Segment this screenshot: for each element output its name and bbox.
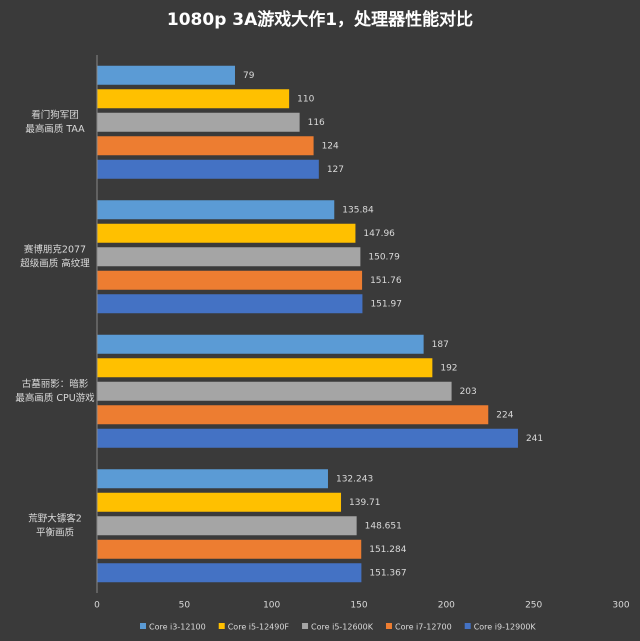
bar (97, 223, 356, 243)
value-label: 203 (460, 387, 477, 397)
x-tick-label: 200 (438, 601, 455, 611)
chart-title: 1080p 3A游戏大作1，处理器性能对比 (167, 9, 473, 30)
x-tick-label: 150 (350, 601, 367, 611)
value-label: 241 (526, 434, 543, 444)
legend-swatch (140, 623, 146, 629)
x-tick-label: 300 (612, 601, 629, 611)
legend-label: Core i5-12490F (228, 623, 290, 632)
value-label: 151.97 (370, 299, 402, 309)
value-label: 124 (322, 141, 339, 151)
category-label: 荒野大镖客2 (28, 512, 82, 524)
bar (97, 492, 342, 512)
value-label: 127 (327, 165, 344, 175)
bar (97, 334, 424, 354)
value-label: 139.71 (349, 498, 381, 508)
bar (97, 65, 235, 85)
category-label: 平衡画质 (36, 526, 75, 538)
value-label: 116 (308, 118, 325, 128)
bar (97, 358, 433, 378)
legend-swatch (302, 623, 309, 629)
bar (97, 405, 489, 425)
bar (97, 159, 319, 179)
legend-label: Core i9-12900K (474, 623, 537, 632)
value-label: 79 (243, 71, 255, 81)
category-label: 最高画质 TAA (25, 123, 85, 135)
value-label: 150.79 (368, 252, 400, 262)
legend-swatch (218, 623, 225, 629)
value-label: 187 (432, 340, 449, 350)
bar (97, 200, 335, 220)
x-tick-label: 50 (179, 601, 191, 611)
bar (97, 247, 361, 267)
bar (97, 539, 362, 559)
bar (97, 469, 328, 489)
value-label: 148.651 (365, 521, 402, 531)
category-label: 最高画质 CPU游戏 (15, 392, 95, 404)
bar (97, 89, 290, 109)
bar (97, 428, 518, 448)
value-label: 151.76 (370, 276, 402, 286)
x-tick-label: 100 (263, 601, 280, 611)
value-label: 224 (496, 410, 513, 420)
category-label: 古墓丽影：暗影 (22, 378, 89, 390)
bar (97, 112, 300, 132)
bar (97, 381, 452, 401)
category-label: 赛博朋克2077 (24, 243, 86, 255)
value-label: 110 (297, 94, 314, 104)
bar (97, 294, 363, 314)
bar (97, 270, 363, 290)
legend-swatch (385, 623, 392, 629)
category-label: 超级画质 高纹理 (20, 257, 90, 269)
value-label: 147.96 (363, 229, 395, 239)
value-label: 135.84 (342, 205, 374, 215)
legend-swatch (464, 623, 471, 629)
legend-label: Core i5-12600K (311, 623, 374, 632)
value-label: 132.243 (336, 474, 373, 484)
legend-label: Core i3-12100 (149, 623, 206, 632)
bar (97, 136, 314, 156)
x-tick-label: 0 (94, 601, 100, 611)
category-label: 看门狗军团 (31, 109, 79, 121)
value-label: 151.367 (369, 568, 406, 578)
value-label: 192 (440, 363, 457, 373)
legend-label: Core i7-12700 (395, 623, 452, 632)
x-tick-label: 250 (525, 601, 542, 611)
value-label: 151.284 (369, 545, 406, 555)
bar (97, 563, 362, 583)
bar (97, 516, 357, 536)
